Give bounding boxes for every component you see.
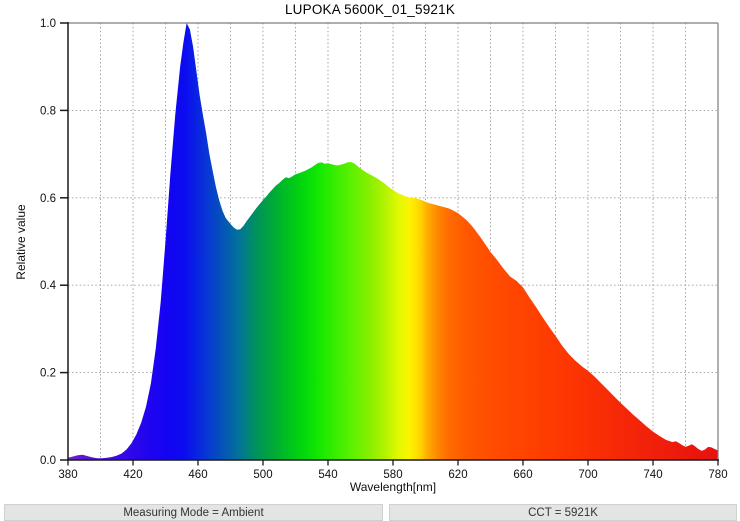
- x-tick-label: 580: [383, 469, 402, 478]
- y-axis-label: Relative value: [14, 204, 28, 280]
- footer-cct: CCT = 5921K: [389, 504, 737, 521]
- y-tick-label: 0.4: [40, 280, 57, 292]
- x-tick-label: 500: [253, 469, 272, 478]
- y-tick-label: 0.0: [40, 455, 56, 467]
- y-tick-label: 0.6: [40, 193, 56, 205]
- y-tick-label: 1.0: [40, 18, 56, 30]
- y-tick-label: 0.2: [40, 368, 56, 380]
- x-tick-label: 660: [513, 469, 532, 478]
- x-tick-label: 740: [643, 469, 662, 478]
- chart-title: LUPOKA 5600K_01_5921K: [284, 2, 456, 17]
- x-tick-label: 540: [318, 469, 337, 478]
- footer-measuring-mode: Measuring Mode = Ambient: [4, 504, 383, 521]
- x-tick-label: 700: [578, 469, 597, 478]
- x-tick-label: 460: [188, 469, 207, 478]
- x-axis-label: Wavelength[nm]: [349, 480, 437, 494]
- x-tick-label: 620: [448, 469, 467, 478]
- x-tick-label: 780: [708, 469, 727, 478]
- y-tick-label: 0.8: [40, 105, 56, 117]
- spectrum-area: [68, 23, 718, 460]
- x-tick-label: 380: [58, 469, 77, 478]
- spectrum-chart: 380 420 460 500 540 580 620 660 700 740 780 0.0 0.2 0…: [40, 18, 728, 478]
- x-tick-label: 420: [123, 469, 142, 478]
